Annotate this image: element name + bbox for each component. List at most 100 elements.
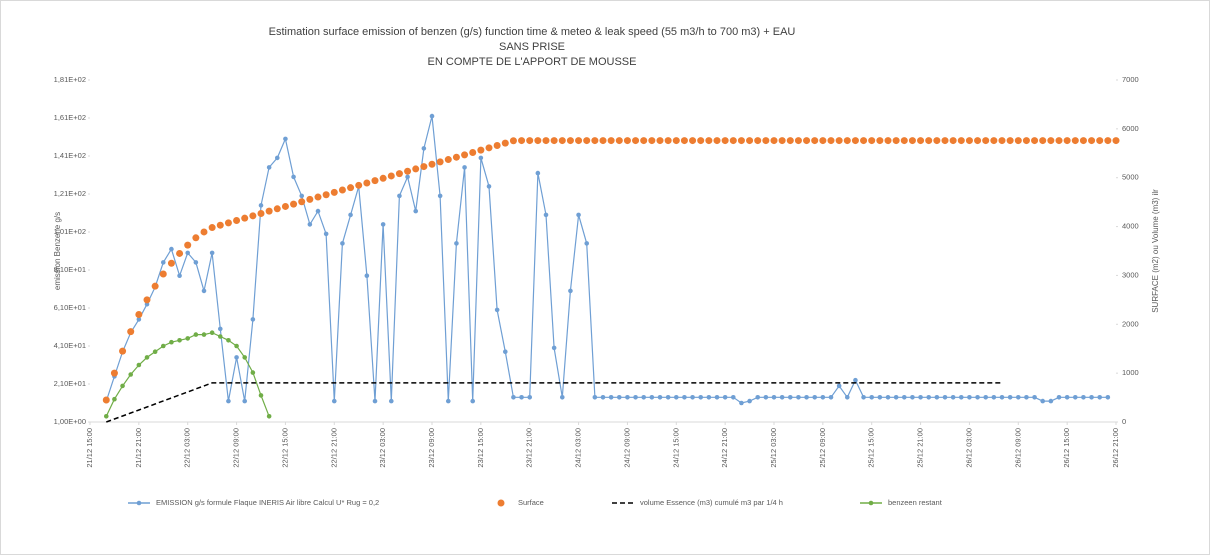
series-marker [990,137,998,145]
series-marker [200,228,208,236]
series-marker [771,395,777,400]
series-marker [975,395,980,400]
y-tick-label: 2,10E+01 [54,379,86,388]
series-marker [388,398,394,404]
series-marker [542,137,550,145]
series-line [106,382,1002,423]
series-marker [428,160,436,168]
series-marker [120,383,125,389]
x-tick-label: 22/12 03:00 [183,428,192,468]
series-marker [884,137,892,145]
series-marker [836,383,842,389]
series-marker [599,137,607,145]
x-tick-label: 26/12 09:00 [1013,428,1022,468]
series-marker [1105,395,1111,400]
series-marker [640,137,648,145]
series-marker [380,222,386,227]
series-marker [1031,137,1039,145]
series-marker [1032,395,1037,400]
series-marker [656,137,664,145]
series-marker [803,137,811,145]
series-marker [819,137,827,145]
series-marker [184,241,192,249]
series-marker [1089,395,1094,400]
series-marker [379,174,387,182]
series-marker [110,369,118,377]
series-marker [485,144,493,152]
series-marker [607,137,615,145]
series-marker [323,231,329,237]
series-marker [811,137,819,145]
series-marker [1022,137,1030,145]
series-marker [469,149,477,157]
series-marker [689,137,697,145]
series-marker [648,137,656,145]
series-marker [949,137,957,145]
series-marker [299,193,305,199]
series-marker [136,317,142,322]
series-marker [348,212,353,218]
series-marker [591,137,599,145]
series-marker [853,377,858,383]
series-marker [1096,137,1104,145]
series-marker [322,191,330,199]
series-marker [1081,395,1086,400]
series-marker [494,307,500,313]
series-marker [600,395,606,400]
series-marker [371,177,379,185]
series-marker [860,137,868,145]
series-marker [331,398,337,404]
x-tick-label: 24/12 21:00 [720,428,729,468]
series-marker [127,328,135,336]
series-marker [509,137,517,145]
x-tick-label: 25/12 21:00 [916,428,925,468]
series-marker [623,137,631,145]
series-marker [258,203,264,208]
series-marker [226,338,231,343]
series-marker [462,165,467,170]
series-marker [493,141,501,149]
series-marker [478,155,484,161]
x-tick-label: 26/12 03:00 [964,428,973,468]
series-marker [526,137,534,145]
series-marker [169,246,174,252]
series-marker [266,414,272,419]
y2-tick-label: 6000 [1122,124,1139,133]
series-marker [291,174,296,180]
series-marker [657,395,663,400]
legend-marker [868,500,874,506]
series-marker [633,395,638,400]
series-marker [1063,137,1071,145]
series-marker [754,137,762,145]
x-tick-label: 23/12 09:00 [427,428,436,468]
series-marker [265,207,273,215]
series-marker [208,224,216,232]
series-marker [273,205,281,213]
series-marker [372,398,378,404]
series-marker [340,241,345,246]
series-marker [690,395,695,400]
series-marker [209,330,215,336]
series-marker [763,395,769,400]
series-marker [999,395,1005,400]
series-marker [608,395,614,400]
series-marker [698,395,704,400]
series-marker [673,395,679,400]
series-marker [429,113,435,119]
series-marker [355,181,363,189]
series-marker [568,288,573,294]
series-marker [283,136,288,142]
x-tick-label: 24/12 09:00 [622,428,631,468]
chart-subtitle: EN COMPTE DE L'APPORT DE MOUSSE [428,56,637,68]
series-marker [1014,137,1022,145]
series-marker [501,139,509,147]
legend-label: Surface [518,498,544,507]
legend-marker [136,500,142,506]
series-marker [925,137,933,145]
series-marker [835,137,843,145]
series-marker [535,170,541,176]
series-marker [209,250,215,256]
series-marker [216,221,224,229]
x-tick-label: 21/12 21:00 [134,428,143,468]
